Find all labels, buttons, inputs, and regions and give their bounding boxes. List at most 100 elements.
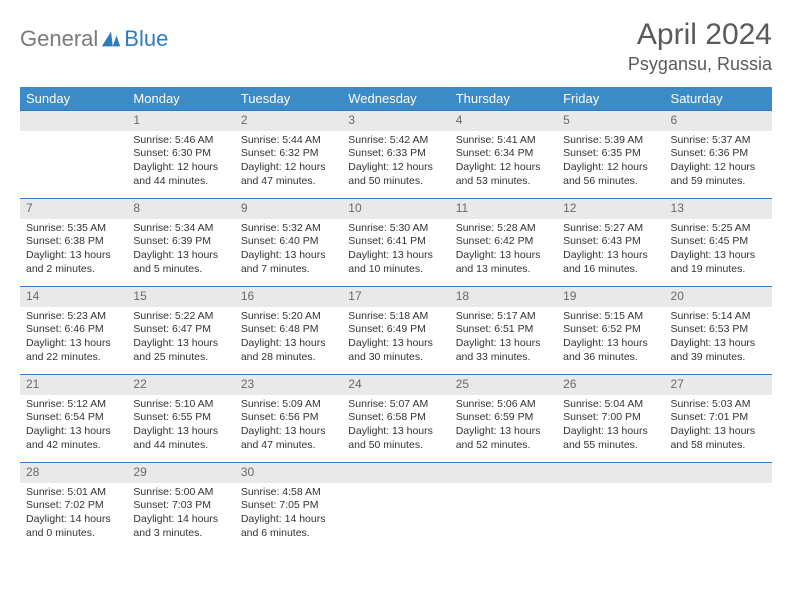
sunset-line: Sunset: 6:48 PM bbox=[241, 323, 336, 337]
day-number: 24 bbox=[342, 374, 449, 395]
sunset-line: Sunset: 6:54 PM bbox=[26, 411, 121, 425]
daylight-line: and 3 minutes. bbox=[133, 527, 228, 541]
daylight-line: Daylight: 12 hours bbox=[456, 161, 551, 175]
day-number: 9 bbox=[235, 198, 342, 219]
calendar-row: 21Sunrise: 5:12 AMSunset: 6:54 PMDayligh… bbox=[20, 374, 772, 462]
day-number: 2 bbox=[235, 110, 342, 131]
sunrise-line: Sunrise: 5:00 AM bbox=[133, 486, 228, 500]
daylight-line: Daylight: 14 hours bbox=[241, 513, 336, 527]
day-number: 28 bbox=[20, 462, 127, 483]
day-number: 8 bbox=[127, 198, 234, 219]
daylight-line: and 30 minutes. bbox=[348, 351, 443, 365]
daylight-line: and 25 minutes. bbox=[133, 351, 228, 365]
day-body: Sunrise: 5:25 AMSunset: 6:45 PMDaylight:… bbox=[665, 219, 772, 283]
day-body: Sunrise: 4:58 AMSunset: 7:05 PMDaylight:… bbox=[235, 483, 342, 547]
day-body: Sunrise: 5:42 AMSunset: 6:33 PMDaylight:… bbox=[342, 131, 449, 195]
sunrise-line: Sunrise: 5:44 AM bbox=[241, 134, 336, 148]
calendar-cell: 6Sunrise: 5:37 AMSunset: 6:36 PMDaylight… bbox=[665, 110, 772, 198]
weekday-header: Sunday bbox=[20, 87, 127, 110]
calendar-cell: 17Sunrise: 5:18 AMSunset: 6:49 PMDayligh… bbox=[342, 286, 449, 374]
calendar: SundayMondayTuesdayWednesdayThursdayFrid… bbox=[20, 87, 772, 550]
day-body: Sunrise: 5:18 AMSunset: 6:49 PMDaylight:… bbox=[342, 307, 449, 371]
sunset-line: Sunset: 6:34 PM bbox=[456, 147, 551, 161]
day-body: Sunrise: 5:27 AMSunset: 6:43 PMDaylight:… bbox=[557, 219, 664, 283]
sunrise-line: Sunrise: 5:35 AM bbox=[26, 222, 121, 236]
calendar-cell: 26Sunrise: 5:04 AMSunset: 7:00 PMDayligh… bbox=[557, 374, 664, 462]
sunrise-line: Sunrise: 5:27 AM bbox=[563, 222, 658, 236]
sunrise-line: Sunrise: 5:15 AM bbox=[563, 310, 658, 324]
day-number bbox=[342, 462, 449, 483]
sunset-line: Sunset: 7:01 PM bbox=[671, 411, 766, 425]
day-number: 3 bbox=[342, 110, 449, 131]
day-body: Sunrise: 5:46 AMSunset: 6:30 PMDaylight:… bbox=[127, 131, 234, 195]
day-number: 7 bbox=[20, 198, 127, 219]
sunset-line: Sunset: 6:51 PM bbox=[456, 323, 551, 337]
sunset-line: Sunset: 6:47 PM bbox=[133, 323, 228, 337]
sunset-line: Sunset: 6:33 PM bbox=[348, 147, 443, 161]
sunset-line: Sunset: 6:40 PM bbox=[241, 235, 336, 249]
daylight-line: and 39 minutes. bbox=[671, 351, 766, 365]
sunset-line: Sunset: 6:46 PM bbox=[26, 323, 121, 337]
calendar-cell: 8Sunrise: 5:34 AMSunset: 6:39 PMDaylight… bbox=[127, 198, 234, 286]
sunrise-line: Sunrise: 5:25 AM bbox=[671, 222, 766, 236]
daylight-line: and 42 minutes. bbox=[26, 439, 121, 453]
day-number: 22 bbox=[127, 374, 234, 395]
sunrise-line: Sunrise: 5:23 AM bbox=[26, 310, 121, 324]
day-body: Sunrise: 5:01 AMSunset: 7:02 PMDaylight:… bbox=[20, 483, 127, 547]
calendar-cell: 2 Sunrise: 5:44 AMSunset: 6:32 PMDaylight… bbox=[235, 110, 342, 198]
day-body: Sunrise: 5:17 AMSunset: 6:51 PMDaylight:… bbox=[450, 307, 557, 371]
sunrise-line: Sunrise: 5:37 AM bbox=[671, 134, 766, 148]
sunset-line: Sunset: 6:42 PM bbox=[456, 235, 551, 249]
weekday-header: Thursday bbox=[450, 87, 557, 110]
weekday-header: Tuesday bbox=[235, 87, 342, 110]
sunset-line: Sunset: 6:49 PM bbox=[348, 323, 443, 337]
logo: General Blue bbox=[20, 18, 168, 52]
calendar-cell bbox=[342, 462, 449, 550]
sunrise-line: Sunrise: 5:12 AM bbox=[26, 398, 121, 412]
calendar-cell: 3Sunrise: 5:42 AMSunset: 6:33 PMDaylight… bbox=[342, 110, 449, 198]
sunset-line: Sunset: 7:05 PM bbox=[241, 499, 336, 513]
calendar-head: SundayMondayTuesdayWednesdayThursdayFrid… bbox=[20, 87, 772, 110]
calendar-row: 7Sunrise: 5:35 AMSunset: 6:38 PMDaylight… bbox=[20, 198, 772, 286]
daylight-line: Daylight: 12 hours bbox=[241, 161, 336, 175]
calendar-cell: 22Sunrise: 5:10 AMSunset: 6:55 PMDayligh… bbox=[127, 374, 234, 462]
daylight-line: Daylight: 13 hours bbox=[456, 425, 551, 439]
daylight-line: Daylight: 13 hours bbox=[241, 249, 336, 263]
day-body: Sunrise: 5:04 AMSunset: 7:00 PMDaylight:… bbox=[557, 395, 664, 459]
day-body: Sunrise: 5:28 AMSunset: 6:42 PMDaylight:… bbox=[450, 219, 557, 283]
daylight-line: and 50 minutes. bbox=[348, 439, 443, 453]
calendar-cell: 5Sunrise: 5:39 AMSunset: 6:35 PMDaylight… bbox=[557, 110, 664, 198]
day-body: Sunrise: 5:06 AMSunset: 6:59 PMDaylight:… bbox=[450, 395, 557, 459]
sunrise-line: Sunrise: 5:18 AM bbox=[348, 310, 443, 324]
weekday-header: Friday bbox=[557, 87, 664, 110]
sunset-line: Sunset: 6:32 PM bbox=[241, 147, 336, 161]
calendar-cell bbox=[557, 462, 664, 550]
daylight-line: and 13 minutes. bbox=[456, 263, 551, 277]
day-number: 13 bbox=[665, 198, 772, 219]
calendar-cell: 28Sunrise: 5:01 AMSunset: 7:02 PMDayligh… bbox=[20, 462, 127, 550]
sunrise-line: Sunrise: 4:58 AM bbox=[241, 486, 336, 500]
day-number: 20 bbox=[665, 286, 772, 307]
calendar-cell: 4Sunrise: 5:41 AMSunset: 6:34 PMDaylight… bbox=[450, 110, 557, 198]
day-number: 6 bbox=[665, 110, 772, 131]
day-body: Sunrise: 5:35 AMSunset: 6:38 PMDaylight:… bbox=[20, 219, 127, 283]
daylight-line: Daylight: 13 hours bbox=[563, 337, 658, 351]
sunrise-line: Sunrise: 5:28 AM bbox=[456, 222, 551, 236]
sunset-line: Sunset: 6:43 PM bbox=[563, 235, 658, 249]
day-body: Sunrise: 5:12 AMSunset: 6:54 PMDaylight:… bbox=[20, 395, 127, 459]
daylight-line: and 58 minutes. bbox=[671, 439, 766, 453]
sunrise-line: Sunrise: 5:22 AM bbox=[133, 310, 228, 324]
sunset-line: Sunset: 6:45 PM bbox=[671, 235, 766, 249]
day-number: 27 bbox=[665, 374, 772, 395]
daylight-line: and 28 minutes. bbox=[241, 351, 336, 365]
sunrise-line: Sunrise: 5:30 AM bbox=[348, 222, 443, 236]
calendar-cell: 29Sunrise: 5:00 AMSunset: 7:03 PMDayligh… bbox=[127, 462, 234, 550]
day-body: Sunrise: 5:39 AMSunset: 6:35 PMDaylight:… bbox=[557, 131, 664, 195]
calendar-cell: 16Sunrise: 5:20 AMSunset: 6:48 PMDayligh… bbox=[235, 286, 342, 374]
day-body: Sunrise: 5:10 AMSunset: 6:55 PMDaylight:… bbox=[127, 395, 234, 459]
calendar-cell: 14Sunrise: 5:23 AMSunset: 6:46 PMDayligh… bbox=[20, 286, 127, 374]
sunset-line: Sunset: 6:35 PM bbox=[563, 147, 658, 161]
sunset-line: Sunset: 6:53 PM bbox=[671, 323, 766, 337]
calendar-cell: 23Sunrise: 5:09 AMSunset: 6:56 PMDayligh… bbox=[235, 374, 342, 462]
day-number: 17 bbox=[342, 286, 449, 307]
